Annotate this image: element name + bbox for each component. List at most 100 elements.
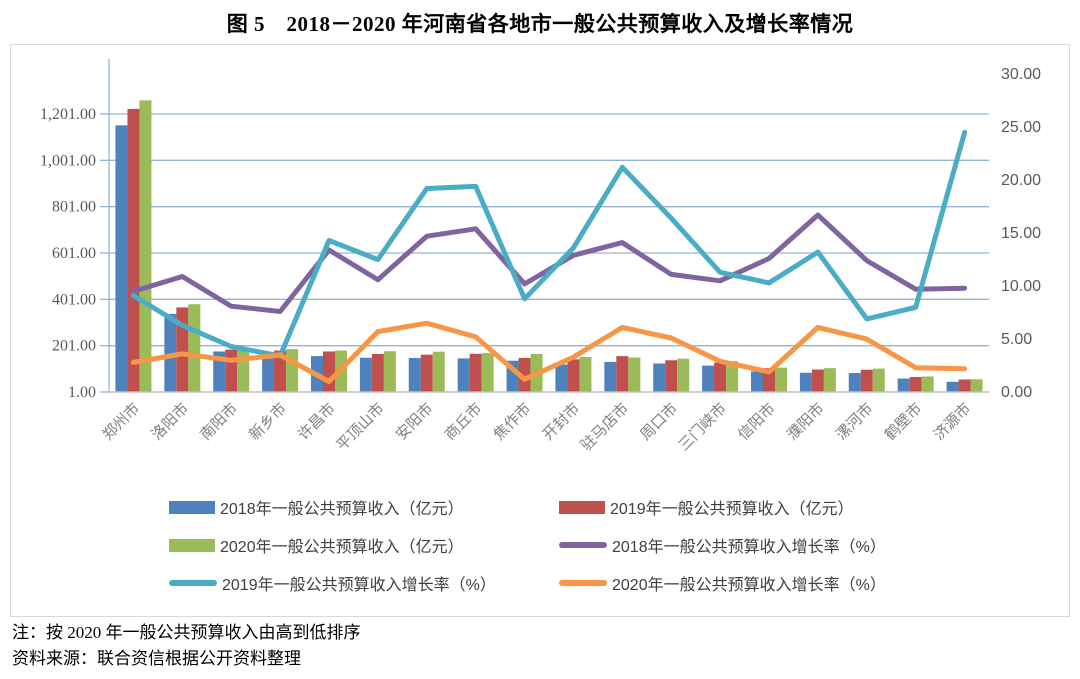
left-axis-label: 801.00 bbox=[52, 199, 96, 216]
bar-2018-洛阳市 bbox=[164, 313, 177, 392]
note-data-source: 资料来源：联合资信根据公开资料整理 bbox=[12, 649, 301, 668]
category-label-济源市: 济源市 bbox=[931, 400, 975, 444]
bar-2018-济源市 bbox=[946, 381, 959, 392]
bar-2020-濮阳市 bbox=[823, 368, 836, 392]
category-label-许昌市: 许昌市 bbox=[295, 400, 339, 444]
category-label-焦作市: 焦作市 bbox=[491, 400, 535, 444]
line-2019-growth-rate bbox=[130, 129, 968, 359]
bar-2018-周口市 bbox=[653, 363, 666, 392]
right-axis-label: 25.00 bbox=[1001, 119, 1041, 136]
bar-2019-信阳市 bbox=[763, 368, 775, 392]
left-axis-label: 601.00 bbox=[52, 245, 96, 262]
legend-line-swatch bbox=[559, 542, 607, 548]
bar-2018-三门峡市 bbox=[702, 365, 715, 392]
bar-2019-平顶山市 bbox=[371, 354, 384, 392]
bar-2019-濮阳市 bbox=[811, 369, 824, 392]
chart-legend: 2018年一般公共预算收入（亿元） 2019年一般公共预算收入（亿元） 2020年一… bbox=[169, 495, 949, 595]
bar-2018-商丘市 bbox=[457, 358, 470, 392]
bar-2020-商丘市 bbox=[481, 353, 494, 392]
legend-bar-swatch bbox=[169, 500, 215, 514]
category-label-开封市: 开封市 bbox=[539, 400, 583, 444]
bar-2018-安阳市 bbox=[408, 357, 421, 392]
bar-2018-开封市 bbox=[555, 364, 568, 392]
legend-label: 2018年一般公共预算收入（亿元） bbox=[220, 501, 464, 518]
bar-2019-新乡市 bbox=[274, 350, 287, 392]
right-axis-label: 30.00 bbox=[1001, 66, 1041, 83]
bar-2018-驻马店市 bbox=[604, 361, 617, 392]
bar-2019-许昌市 bbox=[323, 351, 335, 392]
bar-2020-郑州市 bbox=[139, 100, 152, 392]
chart-container: 1.00 201.00 401.00 601.00 801.00 1,001.00 1,20… bbox=[10, 44, 1070, 617]
right-axis-label: 10.00 bbox=[1001, 278, 1041, 295]
legend-item: 2018年一般公共预算收入增长率（%） bbox=[559, 533, 949, 557]
bar-2019-鹤壁市 bbox=[909, 376, 922, 392]
legend-label: 2018年一般公共预算收入增长率（%） bbox=[612, 539, 886, 556]
category-label-安阳市: 安阳市 bbox=[393, 400, 437, 444]
bar-2019-商丘市 bbox=[469, 353, 482, 392]
legend-item: 2018年一般公共预算收入（亿元） bbox=[169, 495, 559, 519]
bar-2020-周口市 bbox=[677, 358, 690, 392]
bar-2019-焦作市 bbox=[518, 357, 531, 392]
category-label-漯河市: 漯河市 bbox=[833, 400, 877, 444]
bar-2019-三门峡市 bbox=[714, 362, 727, 392]
category-label-驻马店市: 驻马店市 bbox=[578, 400, 632, 454]
bar-2019-驻马店市 bbox=[616, 356, 629, 392]
legend-line-swatch bbox=[559, 580, 607, 586]
legend-item: 2020年一般公共预算收入（亿元） bbox=[169, 533, 559, 557]
category-label-平顶山市: 平顶山市 bbox=[333, 400, 387, 454]
bar-2020-新乡市 bbox=[286, 349, 299, 392]
legend-bar-swatch bbox=[559, 500, 605, 514]
bar-2020-漯河市 bbox=[872, 368, 885, 392]
bar-2020-洛阳市 bbox=[188, 304, 201, 392]
bar-2018-鹤壁市 bbox=[897, 378, 910, 392]
bar-2019-安阳市 bbox=[420, 354, 433, 392]
bar-2019-郑州市 bbox=[127, 108, 140, 393]
bar-2018-新乡市 bbox=[262, 352, 275, 392]
category-label-三门峡市: 三门峡市 bbox=[675, 400, 729, 454]
bar-2020-平顶山市 bbox=[383, 351, 396, 392]
category-label-洛阳市: 洛阳市 bbox=[148, 400, 192, 444]
category-label-濮阳市: 濮阳市 bbox=[784, 400, 828, 444]
chart-canvas: 1.00 201.00 401.00 601.00 801.00 1,001.00 1,20… bbox=[40, 59, 1041, 454]
left-axis-label: 401.00 bbox=[52, 291, 96, 308]
category-label-商丘市: 商丘市 bbox=[442, 400, 486, 444]
left-axis-label: 1,001.00 bbox=[40, 152, 96, 169]
bar-2018-平顶山市 bbox=[359, 357, 372, 392]
bar-2018-濮阳市 bbox=[799, 372, 812, 392]
category-label-信阳市: 信阳市 bbox=[735, 400, 779, 444]
legend-label: 2020年一般公共预算收入增长率（%） bbox=[612, 577, 886, 594]
right-axis-label: 5.00 bbox=[1001, 331, 1032, 348]
right-axis-label: 0.00 bbox=[1001, 384, 1032, 401]
bar-2020-济源市 bbox=[970, 379, 983, 392]
right-axis-label: 15.00 bbox=[1001, 225, 1041, 242]
line-2020-growth-rate bbox=[130, 320, 968, 384]
figure-notes: 注：按 2020 年一般公共预算收入由高到低排序 资料来源：联合资信根据公开资料… bbox=[12, 620, 361, 672]
bar-2019-漯河市 bbox=[860, 369, 873, 392]
bar-2019-开封市 bbox=[567, 359, 580, 392]
right-axis-label: 20.00 bbox=[1001, 172, 1041, 189]
category-label-郑州市: 郑州市 bbox=[99, 400, 143, 444]
legend-bar-swatch bbox=[169, 538, 215, 552]
legend-line-swatch bbox=[169, 580, 217, 586]
legend-item: 2019年一般公共预算收入增长率（%） bbox=[169, 571, 559, 595]
legend-label: 2019年一般公共预算收入（亿元） bbox=[610, 501, 854, 518]
bar-2019-周口市 bbox=[665, 360, 678, 392]
bar-2020-三门峡市 bbox=[726, 361, 739, 392]
bar-2019-济源市 bbox=[958, 379, 971, 392]
bar-2018-漯河市 bbox=[848, 373, 861, 392]
left-axis-label: 1,201.00 bbox=[40, 106, 96, 123]
category-label-鹤壁市: 鹤壁市 bbox=[882, 400, 926, 444]
bar-2020-南阳市 bbox=[237, 348, 250, 392]
legend-label: 2020年一般公共预算收入（亿元） bbox=[220, 539, 464, 556]
line-2018-growth-rate bbox=[130, 212, 968, 314]
category-label-新乡市: 新乡市 bbox=[246, 400, 290, 444]
note-sort-order: 注：按 2020 年一般公共预算收入由高到低排序 bbox=[12, 623, 361, 642]
figure-title: 图 5 2018－2020 年河南省各地市一般公共预算收入及增长率情况 bbox=[226, 12, 854, 36]
legend-item: 2020年一般公共预算收入增长率（%） bbox=[559, 571, 949, 595]
bar-2020-鹤壁市 bbox=[921, 376, 934, 392]
category-label-南阳市: 南阳市 bbox=[197, 400, 241, 444]
bar-2020-安阳市 bbox=[432, 351, 445, 392]
left-axis-label: 201.00 bbox=[52, 338, 96, 355]
category-label-周口市: 周口市 bbox=[637, 400, 681, 444]
